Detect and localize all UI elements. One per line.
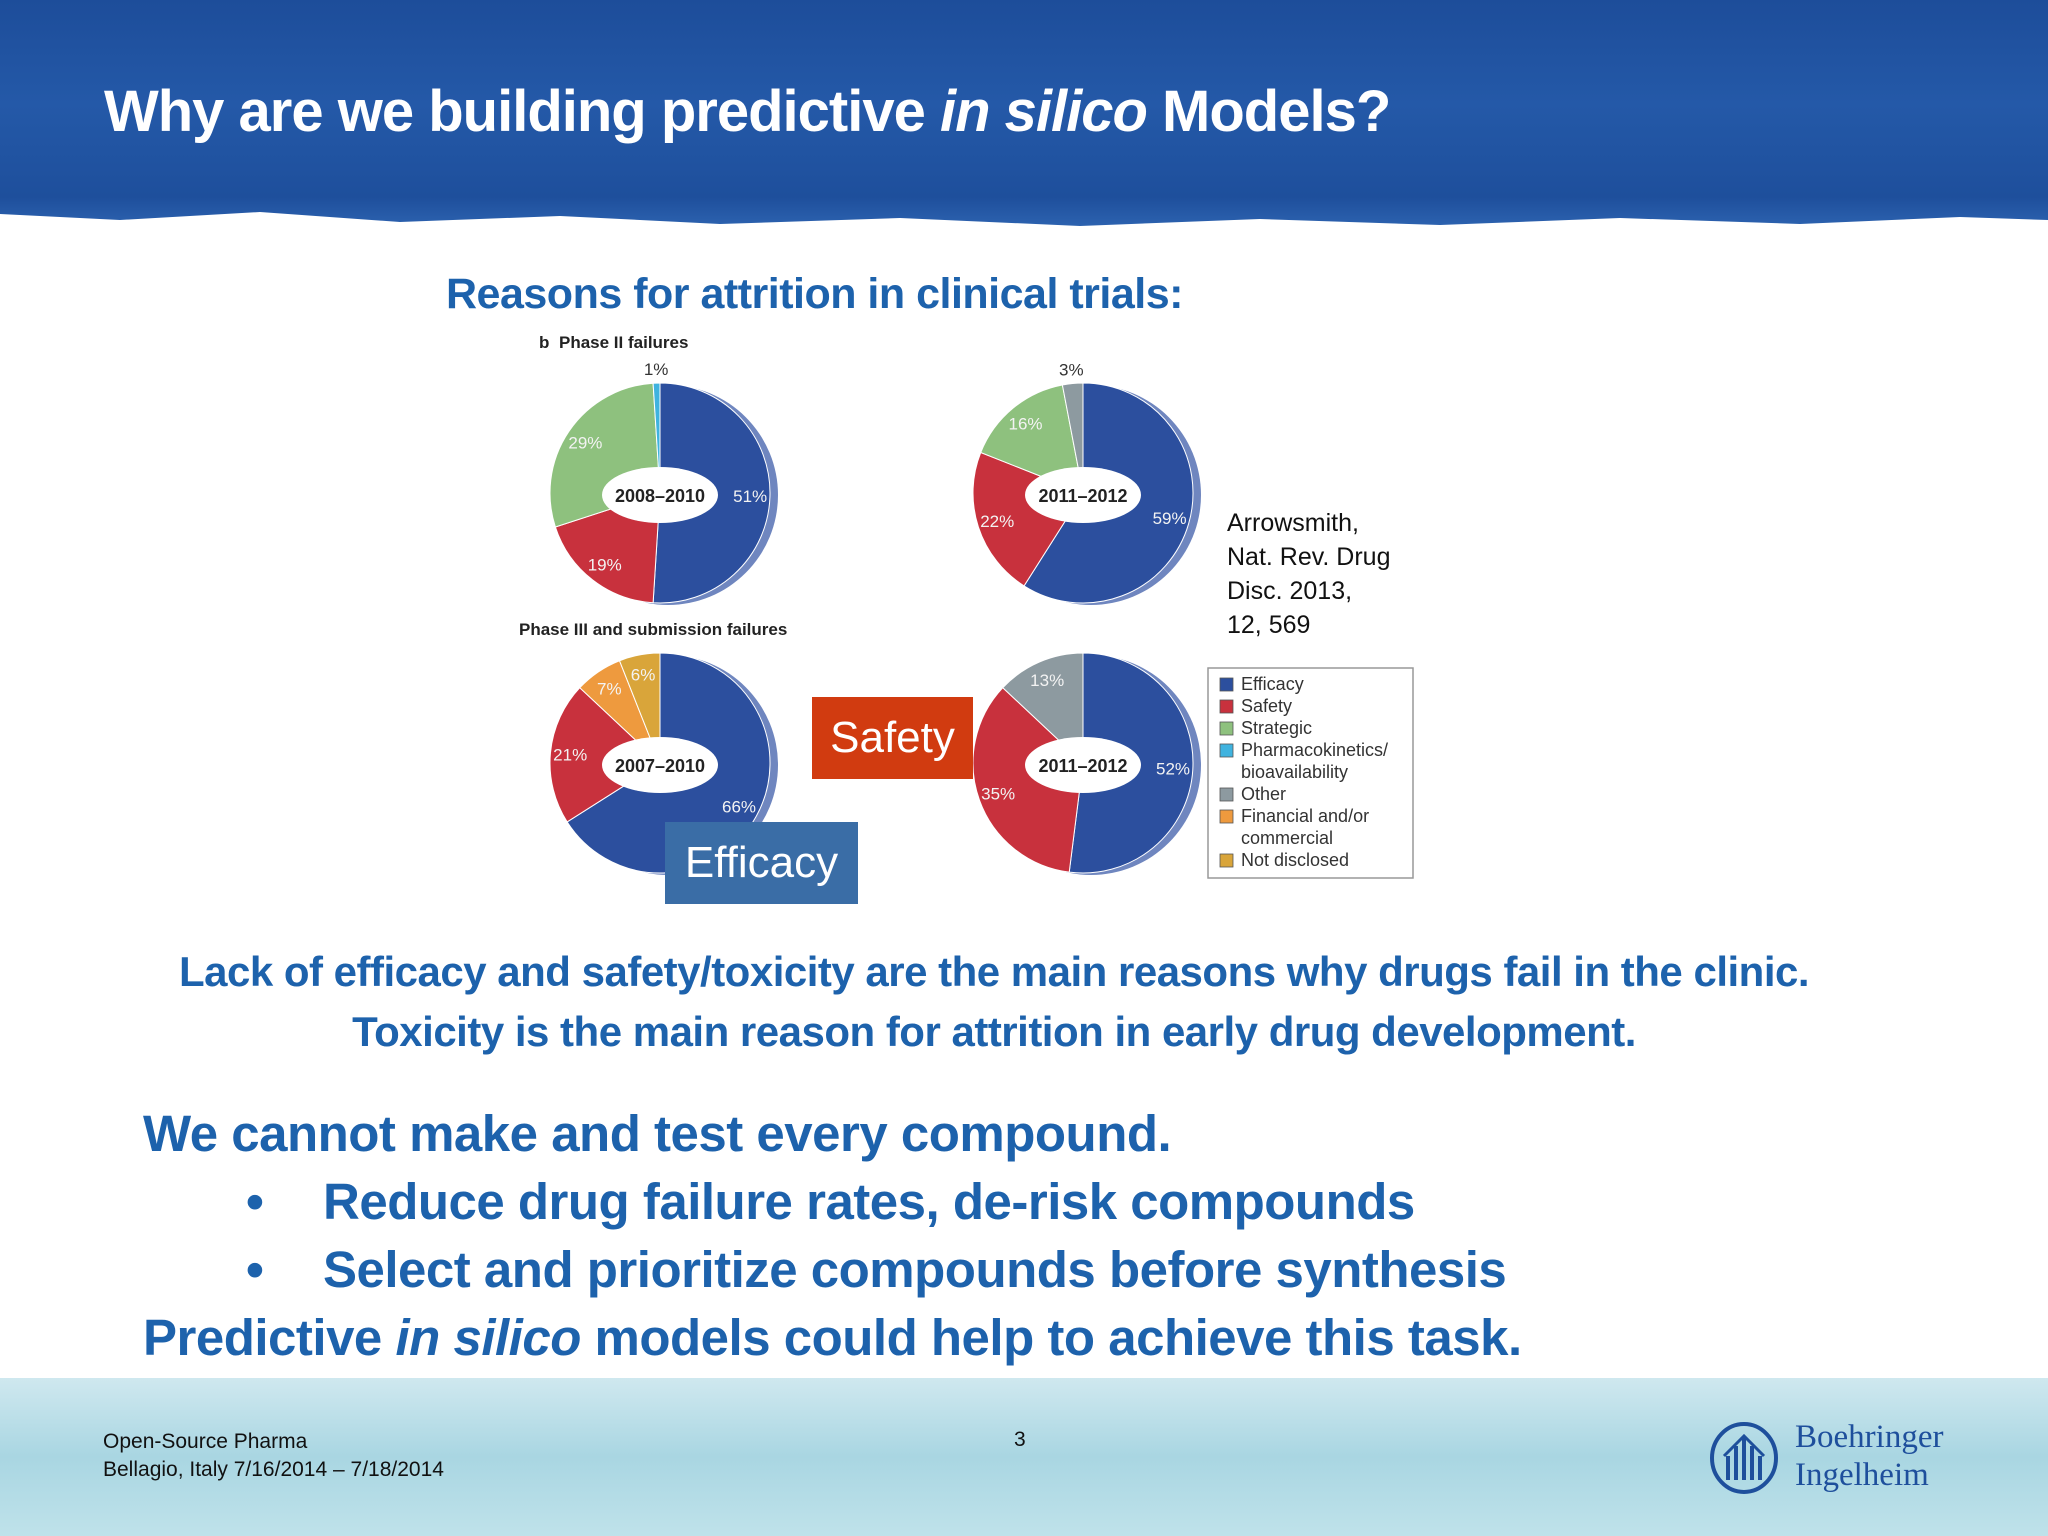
header-band xyxy=(0,0,2048,232)
legend-label: Not disclosed xyxy=(1241,850,1349,870)
pie-slice xyxy=(1002,652,1084,765)
slice-label: 7% xyxy=(597,679,622,698)
slice-label: 59% xyxy=(1153,509,1187,528)
figure-heading: Reasons for attrition in clinical trials… xyxy=(446,270,1183,318)
logo-wordmark: Boehringer Ingelheim xyxy=(1795,1419,1944,1493)
citation-line: Arrowsmith, xyxy=(1227,509,1359,537)
legend-label: bioavailability xyxy=(1241,762,1348,782)
header-torn-edge xyxy=(0,212,2048,240)
pie-charts: b Phase II failures Phase III and submissi… xyxy=(519,333,1414,879)
pie-slice xyxy=(980,384,1084,494)
attrition-figure: b Phase II failures Phase III and submissi… xyxy=(505,328,1445,888)
pie-center xyxy=(602,467,718,523)
pie-center-label: 2011–2012 xyxy=(1038,756,1127,776)
phase-ii-label: Phase II failures xyxy=(559,333,688,352)
slice-label: 66% xyxy=(722,797,756,816)
legend-label: Pharmacokinetics/ xyxy=(1241,740,1388,760)
phase-iii-label: Phase III and submission failures xyxy=(519,620,787,639)
efficacy-callout: Efficacy xyxy=(665,822,858,904)
body-line-2: Predictive in silico models could help t… xyxy=(143,1309,1522,1366)
bullet-marker: • xyxy=(246,1241,264,1298)
slice-label: 6% xyxy=(631,665,656,684)
logo-emblem-icon xyxy=(1710,1422,1778,1494)
footer-line-1: Open-Source Pharma xyxy=(103,1430,308,1453)
pie-center xyxy=(602,737,718,793)
bullet-item: Select and prioritize compounds before s… xyxy=(323,1241,1507,1298)
legend-swatch xyxy=(1219,809,1234,824)
statement-1: Lack of efficacy and safety/toxicity are… xyxy=(178,948,1810,995)
citation-line: Nat. Rev. Drug xyxy=(1227,543,1391,571)
pie-center-label: 2011–2012 xyxy=(1038,486,1127,506)
pie-slice xyxy=(652,382,661,494)
slice-label: 3% xyxy=(1059,361,1084,380)
slice-label: 21% xyxy=(553,746,587,765)
boehringer-ingelheim-logo: Boehringer Ingelheim xyxy=(1708,1418,1968,1498)
bullet-item: Reduce drug failure rates, de-risk compo… xyxy=(323,1173,1415,1230)
footer-band xyxy=(0,1378,2048,1536)
body-line-1: We cannot make and test every compound. xyxy=(143,1105,1172,1162)
slice-label: 35% xyxy=(981,785,1015,804)
legend-swatch xyxy=(1219,699,1234,714)
legend-label: Financial and/or xyxy=(1241,806,1369,826)
legend-label: Efficacy xyxy=(1241,674,1304,694)
pie-center xyxy=(1025,467,1141,523)
slice-label: 1% xyxy=(644,360,669,379)
slide-title: Why are we building predictive in silico… xyxy=(104,79,1391,144)
slice-label: 13% xyxy=(1030,671,1064,690)
legend-swatch xyxy=(1219,677,1234,692)
citation-line: Disc. 2013, xyxy=(1227,577,1353,605)
pie-center-label: 2008–2010 xyxy=(615,486,705,506)
legend-swatch xyxy=(1219,787,1234,802)
legend-swatch xyxy=(1219,721,1234,736)
slice-label: 19% xyxy=(588,555,622,574)
pie-slice xyxy=(972,686,1084,873)
slice-label: 51% xyxy=(733,487,767,506)
pie-slice xyxy=(549,686,661,823)
slice-label: 16% xyxy=(1008,414,1042,433)
legend-swatch xyxy=(1219,853,1234,868)
legend-box xyxy=(1207,667,1414,879)
bullet-marker: • xyxy=(246,1173,264,1230)
legend-swatch xyxy=(1219,743,1234,758)
statement-2: Toxicity is the main reason for attritio… xyxy=(352,1008,1636,1055)
citation-line: 12, 569 xyxy=(1227,611,1311,639)
slice-label: 22% xyxy=(980,512,1014,531)
legend-label: Strategic xyxy=(1241,718,1312,738)
footer-line-2: Bellagio, Italy 7/16/2014 – 7/18/2014 xyxy=(103,1458,444,1481)
page-number: 3 xyxy=(1014,1428,1026,1451)
legend-label: Other xyxy=(1241,784,1286,804)
pie-center xyxy=(1025,737,1141,793)
panel-letter: b xyxy=(539,333,549,352)
pie-slice xyxy=(554,492,661,604)
slice-label: 52% xyxy=(1156,760,1190,779)
legend-label: Safety xyxy=(1241,696,1292,716)
safety-callout: Safety xyxy=(812,697,973,779)
citation: Arrowsmith, Nat. Rev. Drug Disc. 2013, 1… xyxy=(1227,506,1390,642)
pie-slice xyxy=(618,652,661,764)
pie-center-label: 2007–2010 xyxy=(615,756,705,776)
pie-slice xyxy=(1061,382,1084,494)
legend-label: commercial xyxy=(1241,828,1333,848)
slice-label: 29% xyxy=(568,433,602,452)
footer-event: Open-Source Pharma Bellagio, Italy 7/16/… xyxy=(103,1428,444,1484)
